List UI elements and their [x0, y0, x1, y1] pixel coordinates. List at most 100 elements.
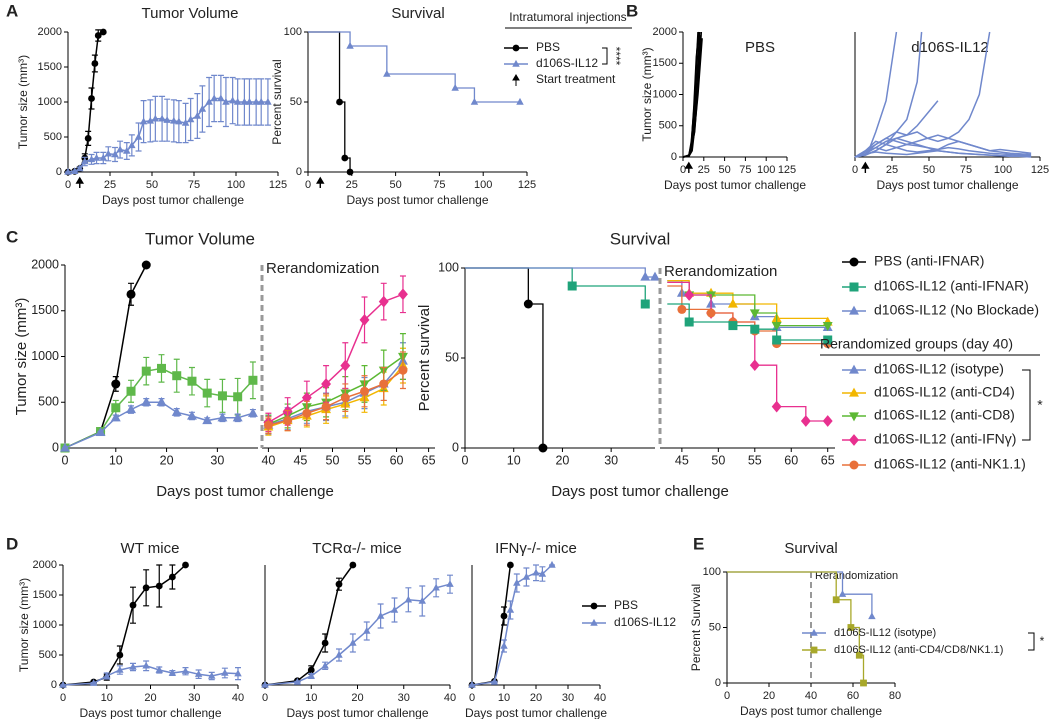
legend-label: d106S-IL12 (No Blockade) — [874, 302, 1039, 318]
x-tick-label: 45 — [675, 453, 689, 467]
legend-label: PBS — [614, 598, 638, 612]
marker — [490, 677, 499, 685]
survival-step — [689, 321, 734, 326]
marker — [538, 569, 547, 577]
x-tick-label: 50 — [326, 453, 340, 467]
x-tick-label: 20 — [763, 690, 775, 702]
marker — [418, 596, 426, 604]
marker — [217, 391, 227, 401]
marker — [567, 281, 577, 291]
x-tick-label: 20 — [144, 692, 156, 704]
x-tick-label: 40 — [594, 692, 606, 704]
legend-label: d106S-IL12 (anti-CD4) — [874, 384, 1015, 400]
marker — [186, 115, 195, 123]
legend-label: d106S-IL12 (isotype) — [834, 627, 936, 639]
survival-step — [776, 317, 829, 322]
x-tick-label: 40 — [444, 692, 456, 704]
x-tick-label: 20 — [160, 453, 174, 467]
x-tick-label: 10 — [109, 453, 123, 467]
marker — [104, 149, 113, 157]
x-tick-label: 100 — [994, 164, 1012, 176]
treatment-arrow — [316, 176, 325, 188]
survival-step — [667, 285, 683, 310]
y-tick-label: 1000 — [38, 96, 62, 108]
marker — [171, 406, 182, 416]
mouse-line — [854, 140, 1032, 158]
survival-step — [308, 31, 341, 102]
marker — [849, 412, 859, 422]
marker — [307, 666, 315, 674]
marker — [194, 670, 203, 677]
panel-label: B — [626, 1, 638, 20]
survival-step — [667, 303, 690, 322]
y-axis-label: Tumor size (mm³) — [16, 55, 30, 149]
survival-step — [572, 285, 646, 304]
marker — [346, 41, 354, 49]
x-axis-label: Days post tumor challenge — [876, 178, 1018, 192]
x-tick-label: 0 — [262, 692, 268, 704]
marker — [217, 94, 225, 102]
chart-title: Survival — [610, 229, 670, 248]
marker — [507, 561, 514, 569]
x-tick-label: 75 — [188, 179, 200, 191]
marker — [142, 661, 150, 669]
marker — [360, 386, 370, 396]
survival-step — [386, 73, 456, 88]
marker — [849, 364, 859, 374]
x-tick-label: 100 — [474, 179, 492, 191]
x-tick-label: 50 — [923, 164, 935, 176]
y-axis-label: Percent survival — [270, 59, 284, 144]
marker — [157, 363, 166, 373]
marker — [849, 387, 859, 397]
marker — [684, 317, 694, 327]
marker — [301, 391, 312, 404]
significance: * — [1040, 634, 1045, 648]
legend-label: d106S-IL12 (anti-CD8) — [874, 407, 1015, 423]
marker — [349, 638, 357, 646]
mouse-line — [854, 100, 939, 158]
x-tick-label: 55 — [748, 453, 762, 467]
y-tick-label: 0 — [452, 440, 459, 454]
marker — [64, 167, 72, 175]
x-tick-label: 0 — [680, 164, 686, 176]
marker — [193, 111, 202, 119]
x-tick-label: 55 — [358, 453, 372, 467]
x-tick-label: 0 — [469, 692, 475, 704]
marker — [359, 314, 370, 326]
x-tick-label: 40 — [261, 453, 275, 467]
marker — [116, 665, 124, 673]
marker — [155, 582, 163, 590]
marker — [59, 680, 67, 688]
marker — [849, 460, 859, 470]
marker — [516, 97, 524, 105]
y-tick-label: 2000 — [31, 257, 59, 271]
y-tick-label: 50 — [445, 350, 459, 364]
marker — [340, 393, 350, 403]
series-line — [268, 293, 404, 424]
y-tick-label: 0 — [51, 679, 57, 691]
x-axis-label: Days post tumor challenge — [286, 706, 428, 719]
marker — [810, 646, 818, 654]
marker — [749, 309, 760, 319]
legend-title: Intratumoral injections — [509, 10, 626, 24]
marker — [376, 611, 385, 619]
marker — [126, 386, 136, 396]
legend-label: Start treatment — [536, 72, 616, 86]
y-tick-label: 500 — [38, 395, 59, 409]
marker — [181, 118, 190, 126]
mouse-line — [854, 140, 1032, 158]
legend-label: PBS (anti-IFNAR) — [874, 253, 984, 269]
marker — [283, 416, 293, 426]
marker — [548, 560, 556, 568]
x-tick-label: 50 — [718, 164, 730, 176]
marker — [336, 98, 343, 106]
marker — [512, 44, 520, 52]
marker — [823, 335, 833, 345]
sig-bracket — [602, 47, 608, 65]
x-tick-label: 75 — [739, 164, 751, 176]
marker — [76, 164, 84, 172]
marker — [123, 146, 131, 154]
x-tick-label: 100 — [227, 179, 245, 191]
y-tick-label: 500 — [44, 131, 62, 143]
marker — [95, 427, 106, 437]
